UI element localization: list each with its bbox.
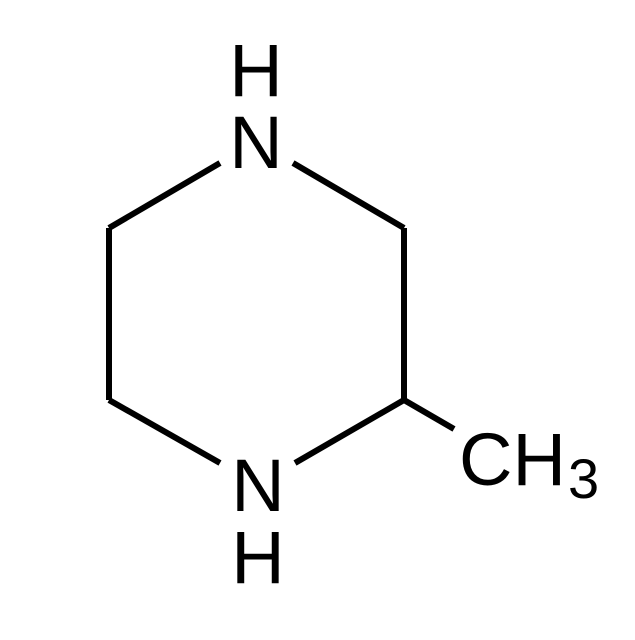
atom-ch3-ch: CH bbox=[459, 418, 566, 501]
bond-n4-c5 bbox=[109, 400, 220, 463]
atoms-group: H N N H CH 3 bbox=[229, 29, 599, 599]
atom-n1-h: H bbox=[229, 29, 282, 112]
bond-c3-ch3 bbox=[404, 400, 454, 429]
bond-n1-c2 bbox=[293, 163, 404, 228]
atom-n1: N bbox=[229, 101, 282, 184]
bond-c3-n4 bbox=[295, 400, 404, 463]
atom-ch3-group: CH 3 bbox=[459, 418, 599, 510]
atom-ch3-sub: 3 bbox=[568, 447, 599, 510]
bonds-group bbox=[109, 163, 454, 463]
bond-c6-n1 bbox=[109, 163, 220, 228]
molecule-diagram: H N N H CH 3 bbox=[0, 0, 635, 640]
atom-n4-h: H bbox=[231, 516, 284, 599]
atom-n4: N bbox=[231, 444, 284, 527]
